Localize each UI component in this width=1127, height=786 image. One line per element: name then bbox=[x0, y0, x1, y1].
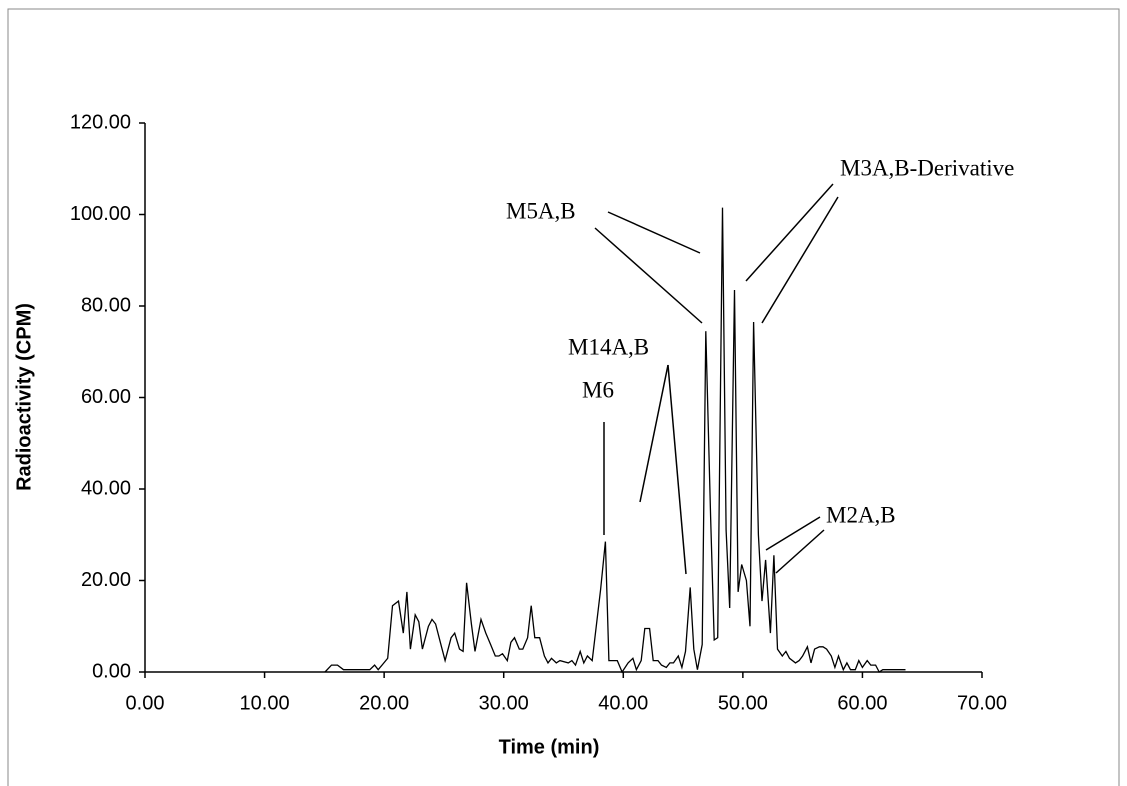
annotation: M2A,B bbox=[826, 502, 896, 527]
leader-line bbox=[667, 364, 687, 575]
x-tick-label: 20.00 bbox=[359, 692, 409, 714]
leader-line bbox=[607, 211, 701, 254]
x-tick-label: 40.00 bbox=[598, 692, 648, 714]
annotation: M14A,B bbox=[568, 334, 649, 359]
x-tick-label: 10.00 bbox=[240, 692, 290, 714]
y-tick-label: 0.00 bbox=[92, 660, 131, 682]
y-tick-label: 100.00 bbox=[70, 203, 131, 225]
leader-line bbox=[594, 227, 703, 324]
y-tick-label: 80.00 bbox=[81, 294, 131, 316]
x-tick-label: 70.00 bbox=[957, 692, 1007, 714]
leader-line bbox=[765, 516, 821, 551]
leader-line bbox=[761, 196, 839, 324]
leader-line bbox=[745, 183, 834, 282]
y-tick-label: 120.00 bbox=[70, 111, 131, 133]
x-tick-label: 50.00 bbox=[718, 692, 768, 714]
x-tick-label: 60.00 bbox=[837, 692, 887, 714]
annotation: M5A,B bbox=[506, 198, 576, 223]
annotation: M3A,B-Derivative bbox=[840, 155, 1014, 180]
y-tick-label: 20.00 bbox=[81, 569, 131, 591]
frame bbox=[7, 8, 1120, 786]
y-tick-label: 40.00 bbox=[81, 477, 131, 499]
x-axis-label: Time (min) bbox=[499, 736, 600, 758]
data-line bbox=[324, 207, 906, 674]
annotation: M6 bbox=[582, 377, 614, 402]
x-tick-label: 30.00 bbox=[479, 692, 529, 714]
leader-line bbox=[639, 364, 669, 503]
y-axis-label: Radioactivity (CPM) bbox=[13, 303, 35, 491]
leader-line bbox=[775, 529, 825, 574]
y-tick-label: 60.00 bbox=[81, 386, 131, 408]
x-tick-label: 0.00 bbox=[126, 692, 165, 714]
